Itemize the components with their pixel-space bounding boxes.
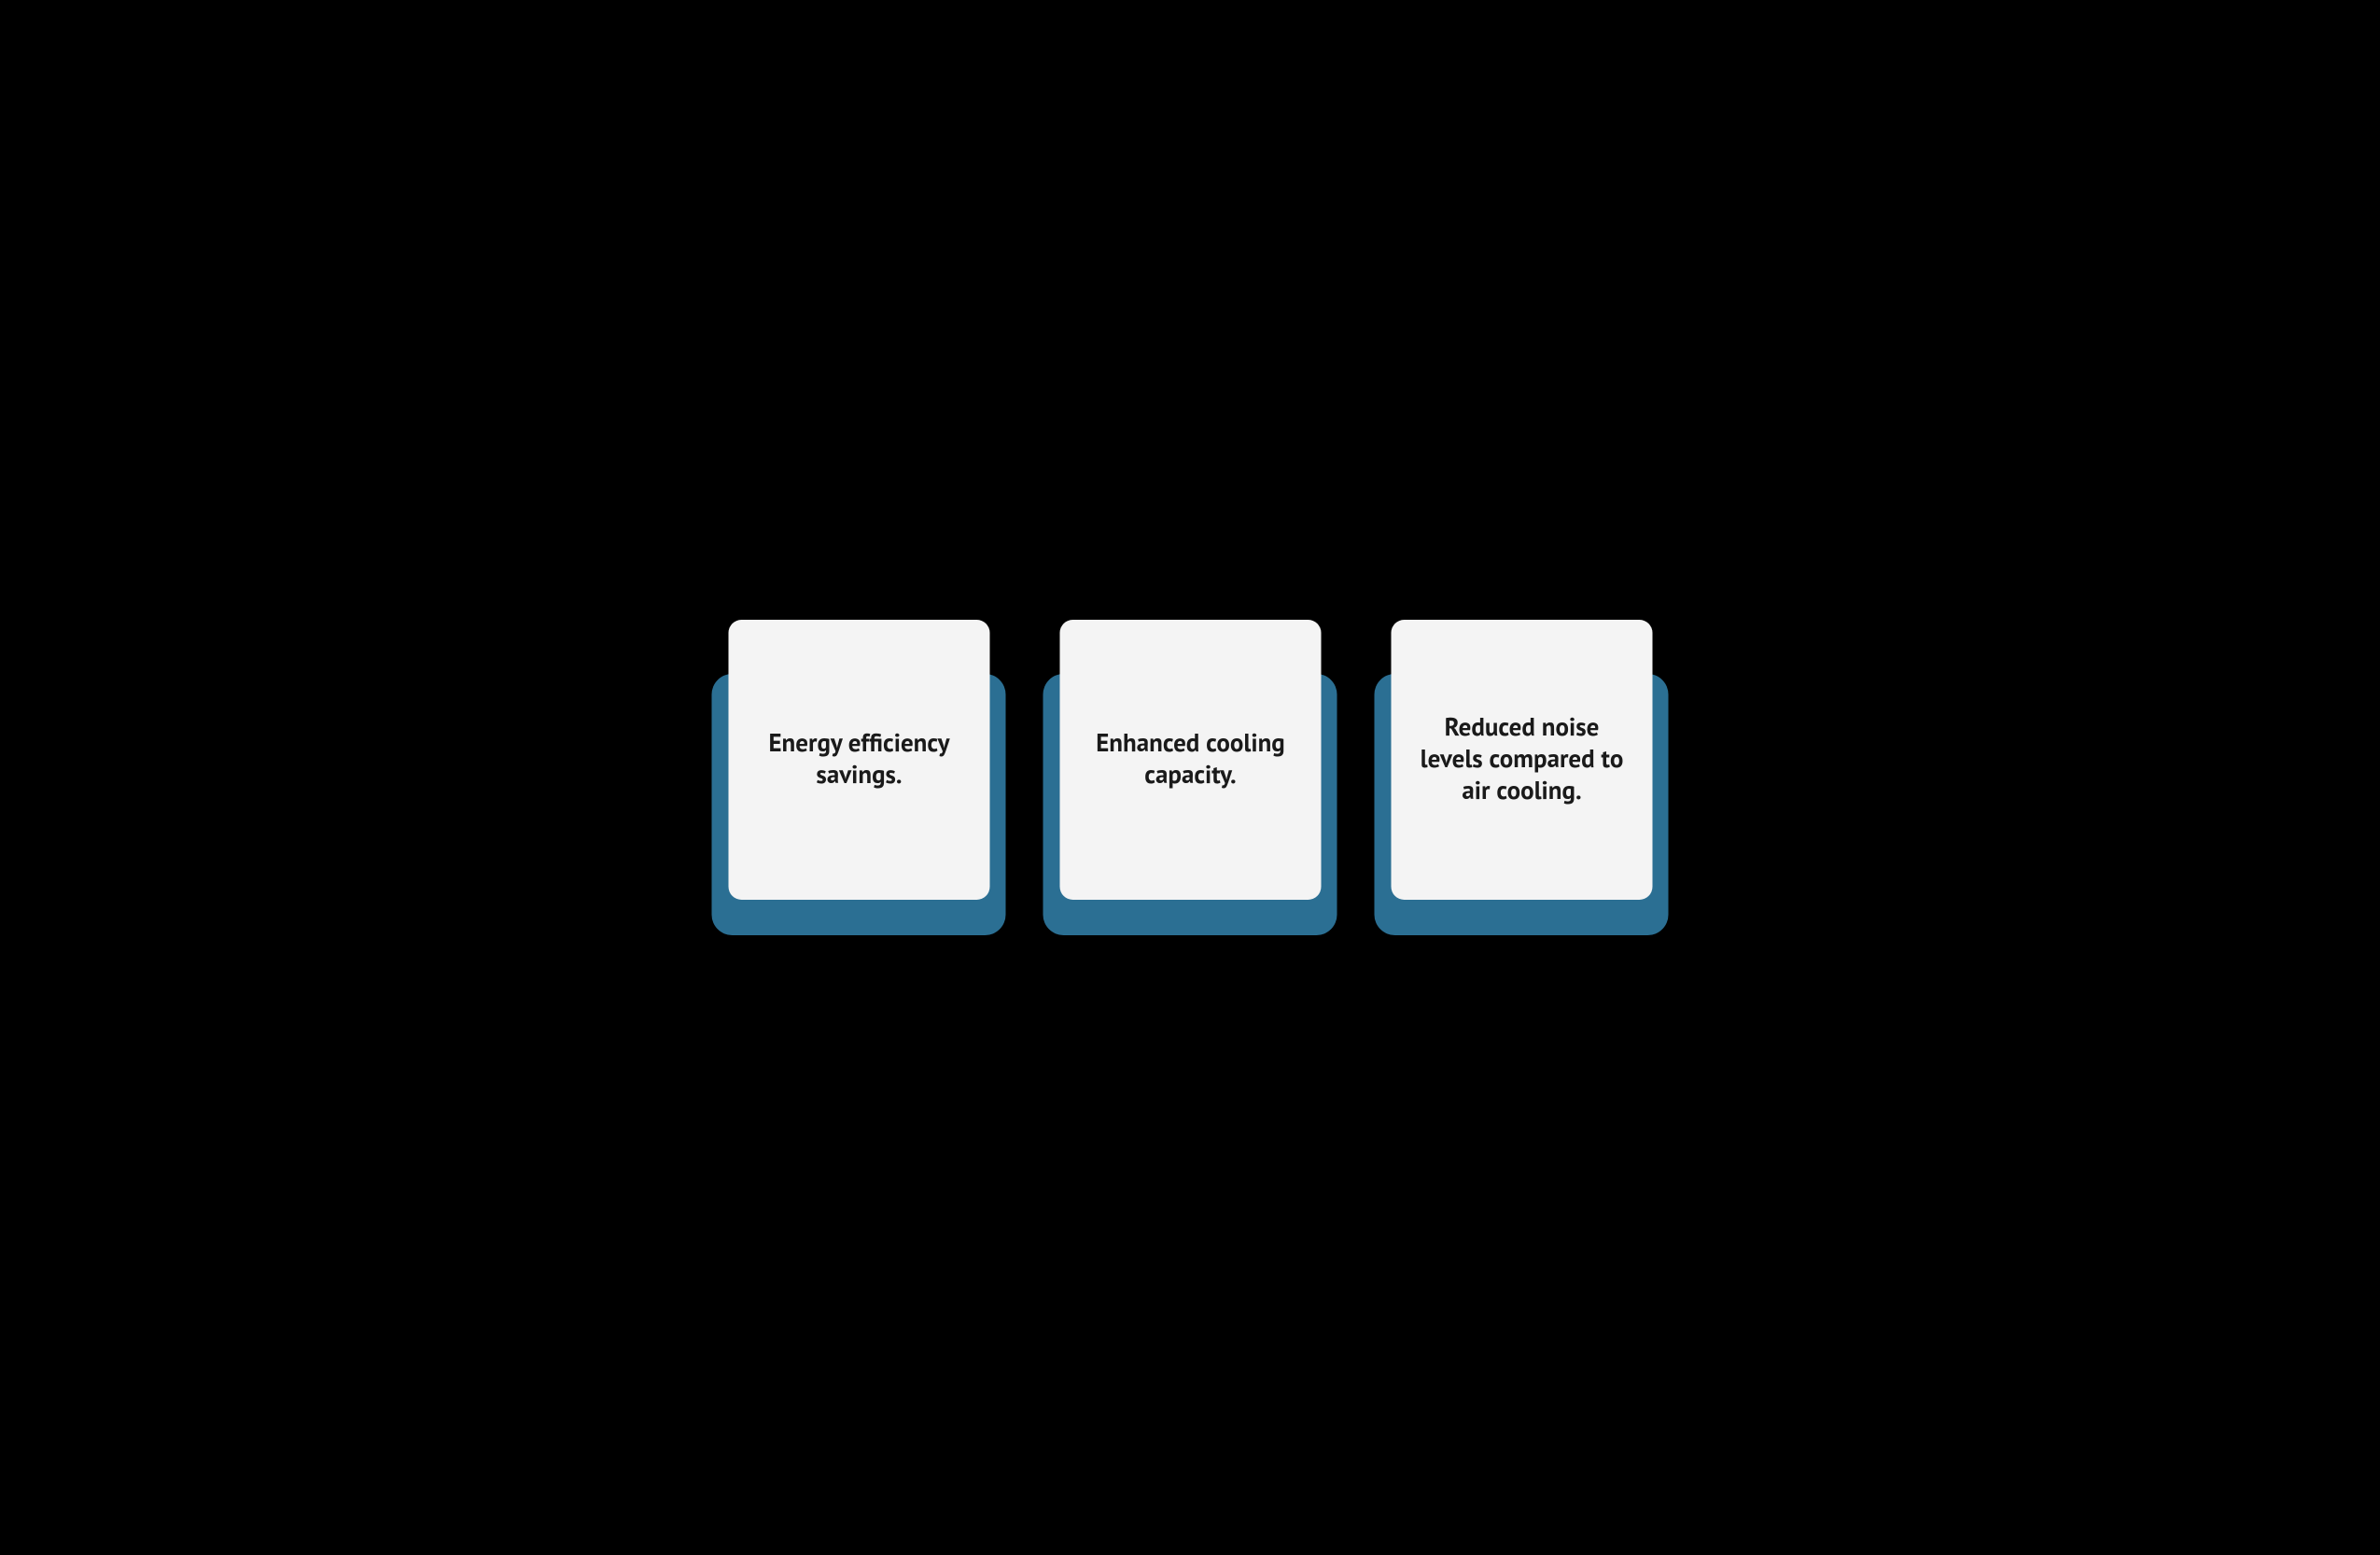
- diagram-stage: Energy efficiency savings. Enhanced cool…: [537, 351, 1843, 1205]
- card-front-1: Energy efficiency savings.: [729, 620, 990, 900]
- card-text-3: Reduced noise levels compared to air coo…: [1418, 712, 1627, 806]
- benefit-card-1: Energy efficiency savings.: [712, 620, 1006, 935]
- card-front-2: Enhanced cooling capacity.: [1060, 620, 1322, 900]
- card-front-3: Reduced noise levels compared to air coo…: [1392, 620, 1653, 900]
- card-text-1: Energy efficiency savings.: [755, 728, 964, 792]
- cards-row: Energy efficiency savings. Enhanced cool…: [712, 620, 1669, 935]
- card-text-2: Enhanced cooling capacity.: [1086, 728, 1295, 792]
- benefit-card-2: Enhanced cooling capacity.: [1043, 620, 1337, 935]
- benefit-card-3: Reduced noise levels compared to air coo…: [1375, 620, 1669, 935]
